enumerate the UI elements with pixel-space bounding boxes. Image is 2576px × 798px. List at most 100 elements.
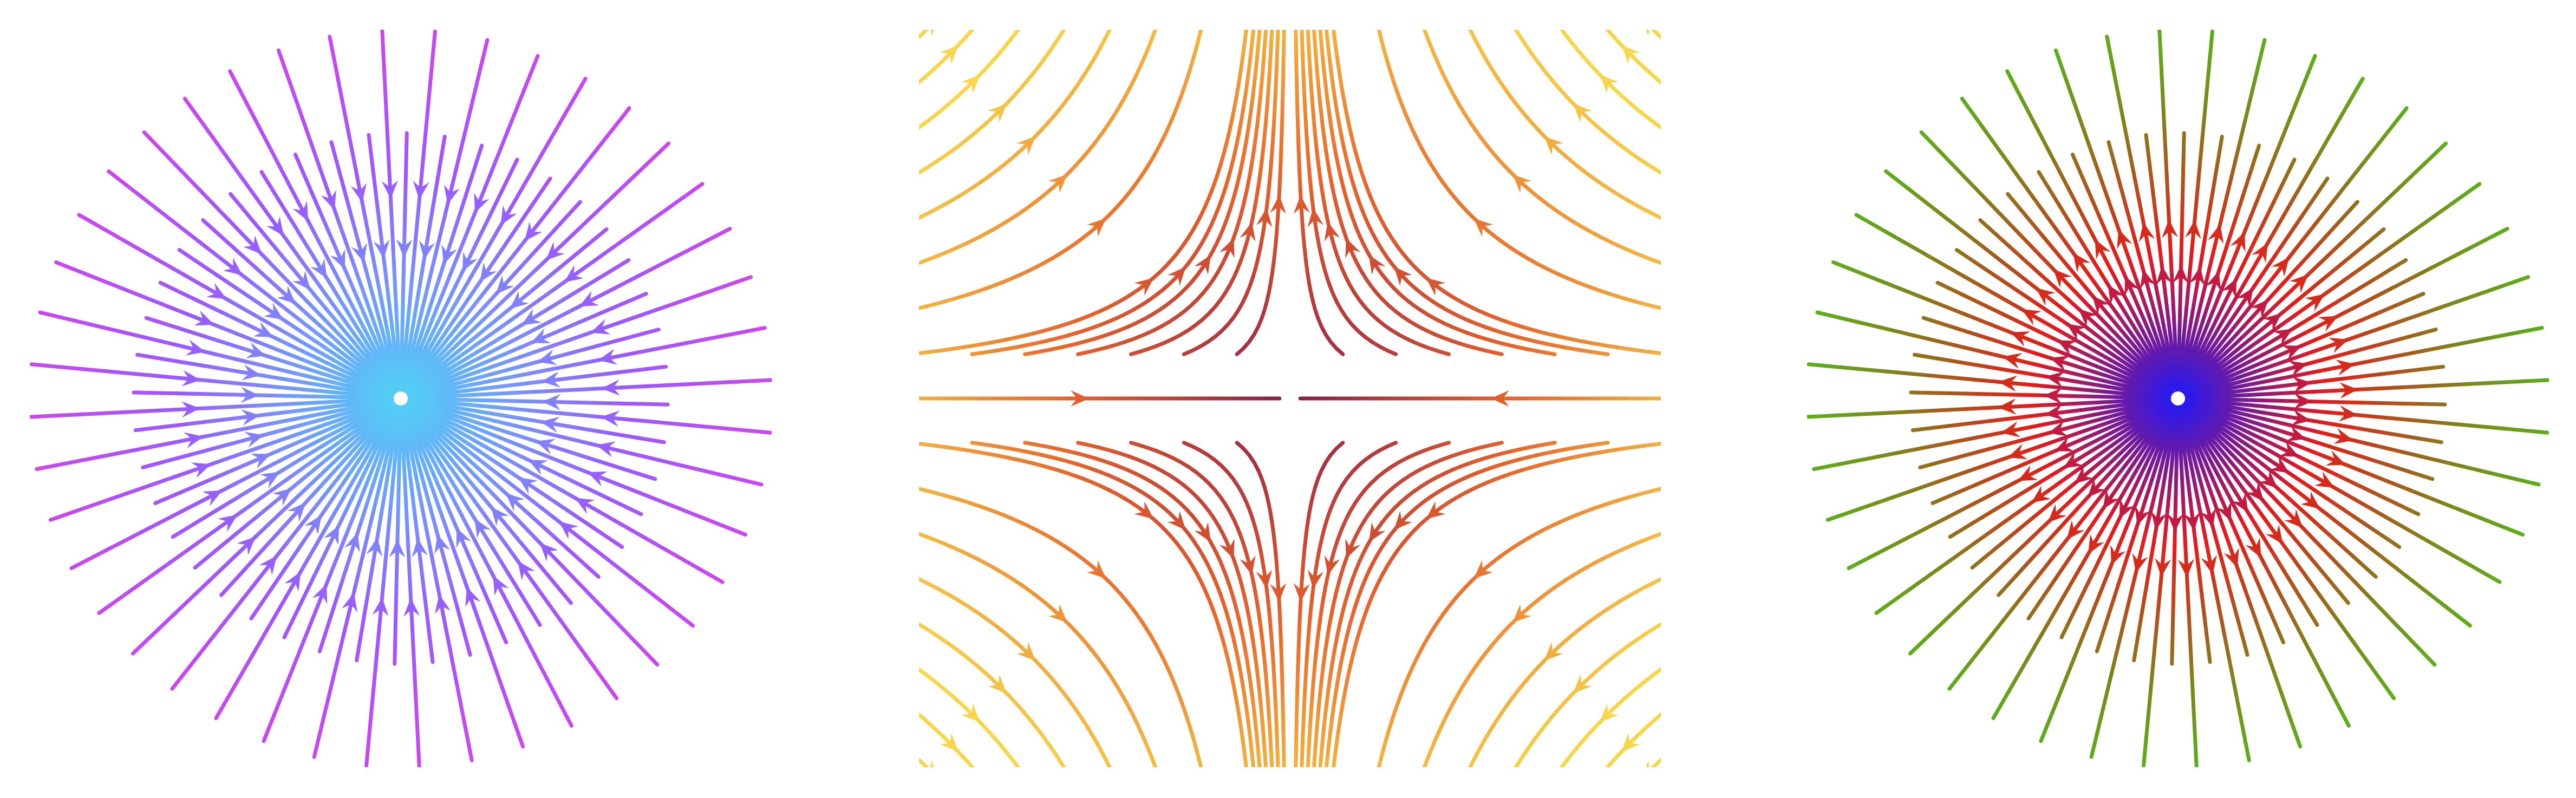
streamline-segment — [1301, 15, 1302, 23]
streamline-segment — [1642, 773, 1648, 779]
streamline-segment — [1465, 20, 1469, 28]
streamline-arrowhead — [272, 488, 292, 506]
streamline-segment — [1559, 30, 1568, 37]
streamline-segment — [1278, 774, 1279, 782]
streamline-segment — [968, 762, 975, 767]
streamline-segment — [1025, 776, 1029, 783]
streamline-segment — [1312, 765, 1316, 767]
streamline-segment — [1104, 30, 1112, 38]
streamline-arrowhead — [389, 539, 406, 558]
streamline-arrowhead — [1573, 103, 1592, 122]
streamline-segment — [1508, 774, 1512, 781]
streamline-arrowhead — [330, 249, 345, 270]
streamline-segment — [1332, 30, 1336, 38]
streamline-segment — [923, 30, 929, 33]
streamline-arrowhead — [597, 349, 618, 365]
streamline-segment — [1276, 30, 1280, 35]
streamline-segment — [1025, 14, 1029, 21]
streamline-arrowhead — [323, 525, 340, 545]
streamline-segment — [981, 778, 987, 785]
streamline-segment — [1202, 19, 1204, 28]
streamline-arrowhead — [1426, 278, 1446, 296]
streamline-arrowhead — [194, 310, 214, 326]
streamline-segment — [1068, 774, 1072, 781]
streamline-segment — [1197, 30, 1203, 38]
streamline-arrowhead — [528, 460, 549, 475]
streamline-segment — [1072, 12, 1074, 16]
streamline-arrowhead — [524, 221, 543, 241]
streamline-arrowhead — [1512, 174, 1531, 193]
streamline-arrowhead — [237, 537, 256, 555]
streamline-arrowhead — [191, 462, 211, 478]
streamline-arrowhead — [456, 527, 472, 548]
streamline-arrowhead — [564, 265, 584, 283]
streamline-arrowhead — [1016, 136, 1036, 155]
streamline-arrowhead — [253, 322, 273, 337]
streamline-segment — [1111, 769, 1114, 777]
streamline-arrowhead — [351, 243, 367, 263]
streamline-arrowhead — [1307, 570, 1324, 590]
streamline-arrowhead — [1219, 539, 1235, 559]
streamline-segment — [1154, 766, 1157, 767]
streamline-arrowhead — [465, 587, 481, 607]
streamline-segment — [1020, 769, 1025, 776]
streamline-arrowhead — [988, 103, 1007, 122]
streamline-arrowhead — [184, 432, 204, 448]
streamline-arrowhead — [350, 182, 367, 203]
streamline-arrowhead — [1490, 390, 1509, 407]
streamline-segment — [1332, 759, 1336, 767]
streamline-segment — [1203, 15, 1204, 19]
streamline-segment — [1114, 777, 1118, 785]
streamline-arrowhead — [344, 532, 360, 553]
streamline-arrowhead — [1270, 583, 1287, 602]
streamline-segment — [1418, 777, 1421, 785]
streamline-arrowhead — [243, 235, 262, 254]
streamline-segment — [1422, 758, 1429, 767]
streamline-arrowhead — [206, 283, 227, 299]
streamline-segment — [937, 11, 943, 18]
streamline-segment — [1243, 30, 1248, 38]
streamline-arrowhead — [366, 537, 383, 557]
streamline-arrowhead — [287, 502, 306, 522]
streamline-arrowhead — [601, 410, 620, 427]
streamline-arrowhead — [1426, 501, 1446, 519]
streamline-arrowhead — [1324, 555, 1340, 575]
streamline-arrowhead — [181, 401, 200, 418]
streamline-segment — [1555, 769, 1561, 776]
streamline-arrowhead — [396, 239, 413, 258]
streamline-segment — [1559, 760, 1568, 767]
streamline-segment — [1465, 769, 1469, 777]
streamline-segment — [1423, 30, 1426, 31]
streamline-segment — [1332, 18, 1333, 27]
streamline-segment — [1151, 758, 1158, 767]
streamline-segment — [1203, 778, 1204, 782]
streamline-arrowhead — [381, 180, 398, 199]
streamline-arrowhead — [304, 515, 322, 535]
streamline-segment — [1377, 758, 1382, 767]
streamline-arrowhead — [321, 189, 336, 210]
streamline-segment — [1307, 772, 1308, 781]
streamline-arrowhead — [579, 291, 599, 307]
streamline-segment — [1593, 12, 1599, 19]
streamline-arrowhead — [940, 45, 958, 64]
streamline-segment — [1068, 16, 1072, 23]
streamline-arrowhead — [1240, 221, 1256, 242]
streamline-segment — [1418, 12, 1421, 20]
streamline-arrowhead — [587, 471, 608, 487]
streamline-arrowhead — [596, 441, 616, 457]
streamline-segment — [931, 773, 937, 779]
streamline-arrowhead — [545, 241, 565, 260]
streamline-segment — [923, 764, 929, 767]
streamline-arrowhead — [1293, 195, 1310, 214]
streamline-arrowhead — [1016, 642, 1036, 661]
streamline-arrowhead — [241, 409, 260, 426]
streamline-segment — [1605, 30, 1612, 35]
streamline-segment — [1514, 30, 1519, 33]
streamline-arrowhead — [1134, 501, 1154, 519]
streamline-segment — [1514, 764, 1519, 767]
streamline-arrowhead — [518, 477, 538, 494]
streamline-arrowhead — [250, 454, 271, 469]
streamline-arrowhead — [373, 239, 390, 259]
streamline-arrowhead — [575, 498, 595, 514]
streamline-arrowhead — [500, 205, 517, 226]
